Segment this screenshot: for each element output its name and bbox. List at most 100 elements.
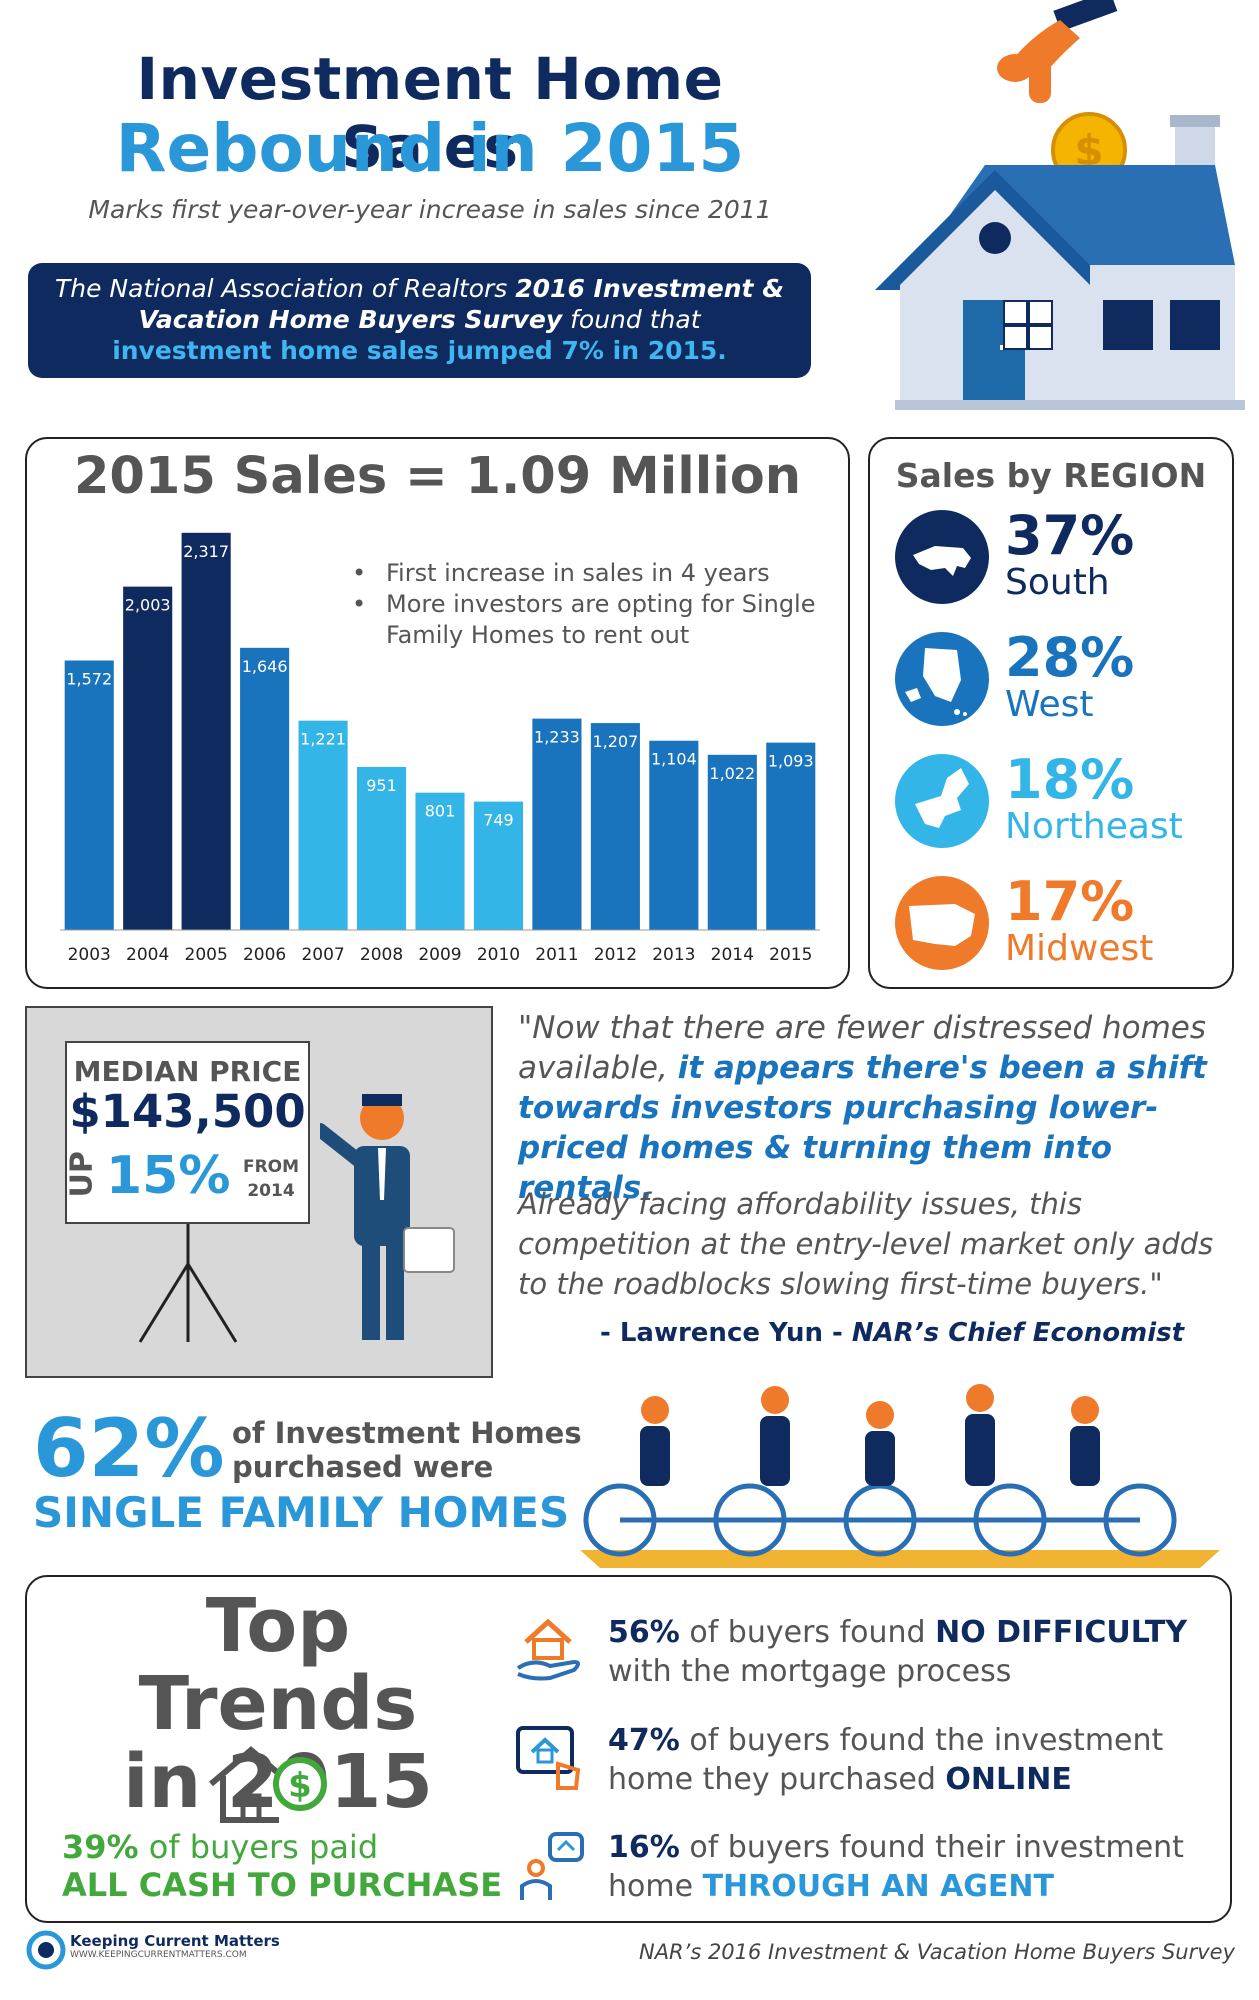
region-pct: 18% xyxy=(1005,748,1135,811)
bar-value-label: 1,233 xyxy=(534,728,580,747)
survey-banner: The National Association of Realtors 201… xyxy=(28,263,811,378)
x-tick-label: 2012 xyxy=(594,945,637,965)
banner-survey-name-1: 2016 Investment & xyxy=(515,274,784,303)
region-pct: 28% xyxy=(1005,626,1135,689)
bar-2003 xyxy=(64,660,114,930)
agent-icon xyxy=(520,1832,584,1900)
region-pct: 17% xyxy=(1005,870,1135,933)
median-from-label: FROM xyxy=(242,1157,300,1177)
northeast-map-icon xyxy=(895,754,989,848)
sales-chart-title: 2015 Sales = 1.09 Million xyxy=(73,447,802,506)
trend-text: of buyers found xyxy=(679,1615,936,1650)
svg-text:$: $ xyxy=(288,1766,312,1806)
sales-note: First increase in sales in 4 years xyxy=(352,558,822,589)
cash-buyers: 39% of buyers paid ALL CASH TO PURCHASE xyxy=(62,1828,502,1904)
trend-pct: 47% xyxy=(608,1723,680,1758)
bar-value-label: 801 xyxy=(425,802,456,821)
banner-highlight: investment home sales jumped 7% in 2015. xyxy=(112,336,727,365)
banner-survey-name-2: Vacation Home Buyers Survey xyxy=(138,305,563,334)
bar-2015 xyxy=(766,742,816,930)
median-from-year: 2014 xyxy=(247,1181,295,1201)
quote-intro: "Now that there are fewer distressed hom… xyxy=(518,1010,1207,1086)
sales-notes: First increase in sales in 4 years More … xyxy=(352,558,822,651)
x-tick-label: 2006 xyxy=(243,945,286,965)
x-tick-label: 2003 xyxy=(68,945,111,965)
author-title: NAR’s Chief Economist xyxy=(851,1318,1185,1348)
bar-2007 xyxy=(298,720,348,930)
top-trends-title: Top Trends in 2015 xyxy=(58,1587,498,1821)
bar-value-label: 1,104 xyxy=(651,750,697,769)
brand-name: Keeping Current Matters xyxy=(70,1932,280,1950)
region-name: South xyxy=(1005,562,1110,603)
easel-stand-icon xyxy=(138,1224,238,1343)
x-tick-label: 2011 xyxy=(535,945,578,965)
trend-text-line2: home they purchased xyxy=(608,1762,946,1797)
trend-text-line2: with the mortgage process xyxy=(608,1654,1012,1689)
region-west: 28% West xyxy=(895,626,1225,752)
bar-2014 xyxy=(707,754,757,930)
house-coin-illustration: $ xyxy=(875,0,1245,410)
region-pct: 37% xyxy=(1005,504,1135,567)
region-name: Midwest xyxy=(1005,928,1154,969)
median-label: MEDIAN PRICE xyxy=(73,1055,302,1088)
trend-text: of buyers found the investment xyxy=(679,1723,1164,1758)
region-name: West xyxy=(1005,684,1094,725)
banner-text-1: The National Association of Realtors xyxy=(54,274,516,303)
west-map-icon xyxy=(895,632,989,726)
x-tick-label: 2014 xyxy=(711,945,754,965)
house-dollar-icon: $ xyxy=(209,1746,327,1823)
tandem-bike-illustration xyxy=(580,1384,1220,1568)
trend-agent: 16% of buyers found their investment hom… xyxy=(608,1828,1259,1906)
trend-pct: 56% xyxy=(608,1615,680,1650)
cash-headline: ALL CASH TO PURCHASE xyxy=(62,1866,503,1904)
trend-online: 47% of buyers found the investment home … xyxy=(608,1721,1259,1799)
x-tick-label: 2008 xyxy=(360,945,403,965)
median-up-label: UP xyxy=(64,1151,100,1198)
bar-value-label: 2,003 xyxy=(125,596,171,615)
region-name: Northeast xyxy=(1005,806,1183,847)
quote-part-2: Already facing affordability issues, thi… xyxy=(518,1187,1214,1301)
bar-2004 xyxy=(123,586,173,930)
bar-value-label: 1,646 xyxy=(242,657,288,676)
bar-2013 xyxy=(649,740,699,930)
main-subtitle: Rebound in 2015 xyxy=(115,110,745,187)
banner-text-2: found that xyxy=(562,305,701,334)
bar-value-label: 1,093 xyxy=(768,752,814,771)
x-tick-label: 2007 xyxy=(301,945,344,965)
main-title: Investment Home Sales xyxy=(136,45,724,181)
quote-author: - Lawrence Yun - NAR’s Chief Economist xyxy=(600,1318,1184,1348)
trend-key: NO DIFFICULTY xyxy=(935,1615,1188,1650)
x-tick-label: 2015 xyxy=(769,945,812,965)
single-family-desc: of Investment Homes purchased were xyxy=(232,1416,582,1484)
quote-highlight: it appears there's been a shift towards … xyxy=(518,1050,1207,1206)
trend-key: ONLINE xyxy=(945,1762,1072,1797)
house-in-hand-icon xyxy=(516,1618,580,1681)
bar-2011 xyxy=(532,718,582,930)
author-name: - Lawrence Yun - xyxy=(600,1318,852,1348)
bar-value-label: 1,572 xyxy=(66,670,112,689)
bar-value-label: 951 xyxy=(366,776,397,795)
bar-value-label: 2,317 xyxy=(183,542,229,561)
median-from: FROM 2014 xyxy=(236,1155,306,1203)
single-family-line-2: purchased were xyxy=(232,1450,494,1484)
bar-value-label: 1,022 xyxy=(709,764,755,783)
region-title: Sales by REGION xyxy=(895,456,1207,495)
bar-2010 xyxy=(473,801,524,930)
bar-2006 xyxy=(240,647,290,930)
bar-2005 xyxy=(181,532,231,930)
x-tick-label: 2004 xyxy=(126,945,169,965)
bar-value-label: 1,207 xyxy=(592,732,638,751)
region-midwest: 17% Midwest xyxy=(895,870,1225,996)
trend-text: of buyers found their investment xyxy=(679,1830,1184,1865)
bar-2012 xyxy=(590,723,640,930)
trend-pct: 16% xyxy=(608,1830,680,1865)
x-tick-label: 2005 xyxy=(185,945,228,965)
single-family-pct: 62% xyxy=(33,1402,225,1495)
south-map-icon xyxy=(895,510,989,604)
sales-bar-chart: 1,572 2003 2,003 2004 2,317 2005 1,646 2006 1,22… xyxy=(60,532,820,965)
bar-value-label: 1,221 xyxy=(300,730,346,749)
trend-key: THROUGH AN AGENT xyxy=(702,1869,1054,1904)
x-tick-label: 2009 xyxy=(418,945,461,965)
region-northeast: 18% Northeast xyxy=(895,748,1225,874)
presenter-illustration xyxy=(320,1094,455,1340)
